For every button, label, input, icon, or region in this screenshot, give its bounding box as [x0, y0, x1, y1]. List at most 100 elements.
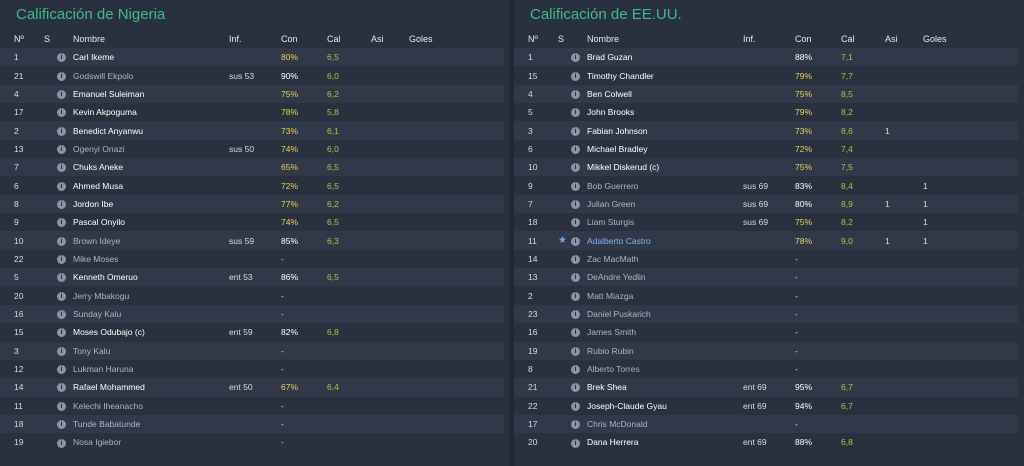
table-row[interactable]: 17 i Chris McDonald -	[514, 414, 1018, 434]
info-icon[interactable]: i	[57, 181, 66, 191]
col-header-inf[interactable]: Inf.	[229, 34, 242, 44]
info-icon[interactable]: i	[571, 255, 580, 265]
table-row[interactable]: 5 i Kenneth Omeruo ent 53 86% 6,5	[0, 268, 504, 287]
info-icon[interactable]: i	[57, 255, 66, 265]
player-name[interactable]: Carl Ikeme	[73, 52, 115, 63]
table-row[interactable]: 6 i Michael Bradley 72% 7,4	[514, 139, 1018, 159]
col-header-asi[interactable]: Asi	[371, 34, 384, 44]
table-row[interactable]: 7 i Chuks Aneke 65% 6,5	[0, 158, 504, 177]
info-icon[interactable]: i	[571, 126, 580, 136]
info-icon[interactable]: i	[571, 145, 580, 155]
info-icon[interactable]: i	[571, 236, 580, 246]
player-name[interactable]: Brad Guzan	[587, 52, 633, 63]
col-header-cal[interactable]: Cal	[327, 34, 341, 44]
table-row[interactable]: 21 i Godswill Ekpolo sus 53 90% 6,0	[0, 66, 504, 85]
info-icon[interactable]: i	[57, 346, 66, 356]
table-row[interactable]: 2 i Benedict Anyanwu 73% 6,1	[0, 121, 504, 140]
table-row[interactable]: 1 i Brad Guzan 88% 7,1	[514, 48, 1018, 67]
table-row[interactable]: 9 i Bob Guerrero sus 69 83% 8,4 1	[514, 176, 1018, 195]
player-name[interactable]: Mikkel Diskerud (c)	[587, 162, 660, 173]
player-name[interactable]: Liam Sturgis	[587, 217, 635, 228]
info-icon[interactable]: i	[571, 328, 580, 338]
table-row[interactable]: 22 i Joseph-Claude Gyau ent 69 94% 6,7	[514, 396, 1018, 415]
info-icon[interactable]: i	[571, 291, 580, 301]
col-header-inf[interactable]: Inf.	[743, 34, 756, 44]
player-name[interactable]: Sunday Kalu	[73, 308, 122, 319]
table-row[interactable]: 11 ★ i Adalberto Castro 78% 9,0 1 1	[514, 231, 1018, 250]
info-icon[interactable]: i	[571, 310, 580, 320]
player-name[interactable]: James Smith	[587, 327, 637, 338]
table-row[interactable]: 20 i Dana Herrera ent 69 88% 6,8	[514, 433, 1018, 452]
player-name[interactable]: Kenneth Omeruo	[73, 272, 138, 283]
table-row[interactable]: 10 i Brown Ideye sus 59 85% 6,3	[0, 231, 504, 250]
col-header-name[interactable]: Nombre	[73, 34, 106, 44]
player-name[interactable]: Rubio Rubin	[587, 345, 634, 356]
player-name[interactable]: Matt Miazga	[587, 290, 634, 301]
col-header-s[interactable]: S	[558, 34, 565, 44]
table-row[interactable]: 8 i Alberto Torres -	[514, 359, 1018, 379]
player-name[interactable]: Ahmed Musa	[73, 180, 124, 191]
table-row[interactable]: 11 i Kelechi Iheanacho -	[0, 396, 504, 415]
info-icon[interactable]: i	[571, 181, 580, 191]
table-row[interactable]: 19 i Rubio Rubin -	[514, 341, 1018, 360]
table-row[interactable]: 3 i Tony Kalu -	[0, 341, 504, 360]
table-row[interactable]: 16 i Sunday Kalu -	[0, 304, 504, 324]
info-icon[interactable]: i	[57, 438, 66, 448]
player-name[interactable]: Ben Colwell	[587, 88, 632, 99]
col-header-number[interactable]: Nº	[528, 34, 538, 44]
col-header-goles[interactable]: Goles	[923, 34, 947, 44]
info-icon[interactable]: i	[571, 53, 580, 63]
col-header-con[interactable]: Con	[795, 34, 812, 44]
info-icon[interactable]: i	[571, 420, 580, 430]
player-name[interactable]: Chris McDonald	[587, 419, 648, 430]
info-icon[interactable]: i	[571, 218, 580, 228]
table-row[interactable]: 10 i Mikkel Diskerud (c) 75% 7,5	[514, 158, 1018, 177]
player-name[interactable]: Michael Bradley	[587, 143, 648, 154]
info-icon[interactable]: i	[571, 365, 580, 375]
col-header-cal[interactable]: Cal	[841, 34, 855, 44]
info-icon[interactable]: i	[57, 53, 66, 63]
player-name[interactable]: Moses Odubajo (c)	[73, 327, 145, 338]
table-row[interactable]: 16 i James Smith -	[514, 323, 1018, 342]
player-name[interactable]: Daniel Puskarich	[587, 308, 651, 319]
col-header-asi[interactable]: Asi	[885, 34, 898, 44]
info-icon[interactable]: i	[57, 163, 66, 173]
info-icon[interactable]: i	[571, 163, 580, 173]
col-header-s[interactable]: S	[44, 34, 51, 44]
table-row[interactable]: 21 i Brek Shea ent 69 95% 6,7	[514, 378, 1018, 397]
table-row[interactable]: 12 i Lukman Haruna -	[0, 359, 504, 379]
table-row[interactable]: 19 i Nosa Igiebor -	[0, 433, 504, 452]
table-row[interactable]: 2 i Matt Miazga -	[514, 286, 1018, 305]
player-name[interactable]: Jordon Ibe	[73, 198, 114, 209]
table-row[interactable]: 9 i Pascal Onyilo 74% 6,5	[0, 213, 504, 232]
info-icon[interactable]: i	[57, 236, 66, 246]
player-name[interactable]: John Brooks	[587, 107, 635, 118]
table-row[interactable]: 23 i Daniel Puskarich -	[514, 304, 1018, 324]
table-row[interactable]: 4 i Ben Colwell 75% 8,5	[514, 84, 1018, 104]
table-row[interactable]: 22 i Mike Moses -	[0, 249, 504, 269]
player-name[interactable]: Brown Ideye	[73, 235, 121, 246]
table-row[interactable]: 18 i Tunde Babatunde -	[0, 414, 504, 434]
info-icon[interactable]: i	[57, 108, 66, 118]
player-name[interactable]: Joseph-Claude Gyau	[587, 400, 667, 411]
info-icon[interactable]: i	[571, 273, 580, 283]
player-name[interactable]: Lukman Haruna	[73, 364, 134, 375]
info-icon[interactable]: i	[571, 89, 580, 99]
table-row[interactable]: 5 i John Brooks 79% 8,2	[514, 103, 1018, 122]
table-row[interactable]: 15 i Moses Odubajo (c) ent 59 82% 6,8	[0, 323, 504, 342]
col-header-con[interactable]: Con	[281, 34, 298, 44]
player-name[interactable]: Kelechi Iheanacho	[73, 400, 143, 411]
info-icon[interactable]: i	[57, 291, 66, 301]
player-name[interactable]: Emanuel Suleiman	[73, 88, 145, 99]
table-row[interactable]: 1 i Carl Ikeme 80% 6,5	[0, 48, 504, 67]
info-icon[interactable]: i	[57, 401, 66, 411]
table-row[interactable]: 18 i Liam Sturgis sus 69 75% 8,2 1	[514, 213, 1018, 232]
info-icon[interactable]: i	[57, 126, 66, 136]
info-icon[interactable]: i	[57, 89, 66, 99]
info-icon[interactable]: i	[571, 200, 580, 210]
info-icon[interactable]: i	[57, 145, 66, 155]
player-name[interactable]: Tony Kalu	[73, 345, 111, 356]
player-name[interactable]: Zac MacMath	[587, 253, 639, 264]
player-name[interactable]: Godswill Ekpolo	[73, 70, 134, 81]
info-icon[interactable]: i	[57, 273, 66, 283]
